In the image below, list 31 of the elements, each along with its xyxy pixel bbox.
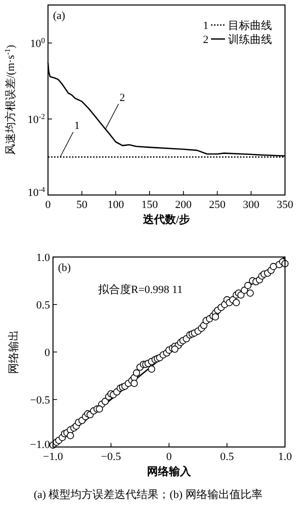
legend-label: 训练曲线 xyxy=(228,33,272,46)
x-tick-label: 150 xyxy=(141,199,158,211)
annotation: 2 xyxy=(120,92,126,104)
x-tick-label: 300 xyxy=(242,199,260,211)
x-tick-label: 0.5 xyxy=(220,451,234,463)
chart-title: (b) xyxy=(58,262,72,274)
y-tick-label: 10$^{0}$ xyxy=(30,36,46,50)
legend: 1 目标曲线 2 训练曲线 xyxy=(203,20,272,46)
x-tick-label: 100 xyxy=(107,199,124,211)
chart-title: (a) xyxy=(53,10,66,22)
x-tick-label: −0.5 xyxy=(101,451,122,463)
annotation: 拟合度R=0.998 11 xyxy=(98,283,183,296)
x-tick-label: 200 xyxy=(175,199,192,211)
x-tick-label: 1.0 xyxy=(278,451,292,463)
x-tick-label: 0 xyxy=(166,451,172,463)
y-tick-label: −1.0 xyxy=(30,439,50,451)
annotation: 1 xyxy=(74,120,80,132)
y-axis-title: 网络输出 xyxy=(7,330,20,374)
x-tick-label: 50 xyxy=(76,199,88,211)
y-tick-label: 1.0 xyxy=(36,252,50,264)
x-axis-title: 网络输入 xyxy=(147,465,192,478)
y-tick-label: −0.5 xyxy=(30,394,50,406)
x-tick-label: 250 xyxy=(209,199,226,211)
y-tick-label: 10$^{-4}$ xyxy=(28,184,46,199)
text: (a) 模型均方误差迭代结果；(b) 网络输出值比率 xyxy=(34,488,262,501)
legend-label: 目标曲线 xyxy=(228,19,272,32)
y-tick-label: 0.5 xyxy=(36,300,50,312)
y-tick-label: 0 xyxy=(44,347,50,359)
x-tick-label: 350 xyxy=(276,199,294,211)
x-axis-title: 迭代数/步 xyxy=(142,213,190,226)
y-tick-label: 10$^{-2}$ xyxy=(28,112,46,126)
